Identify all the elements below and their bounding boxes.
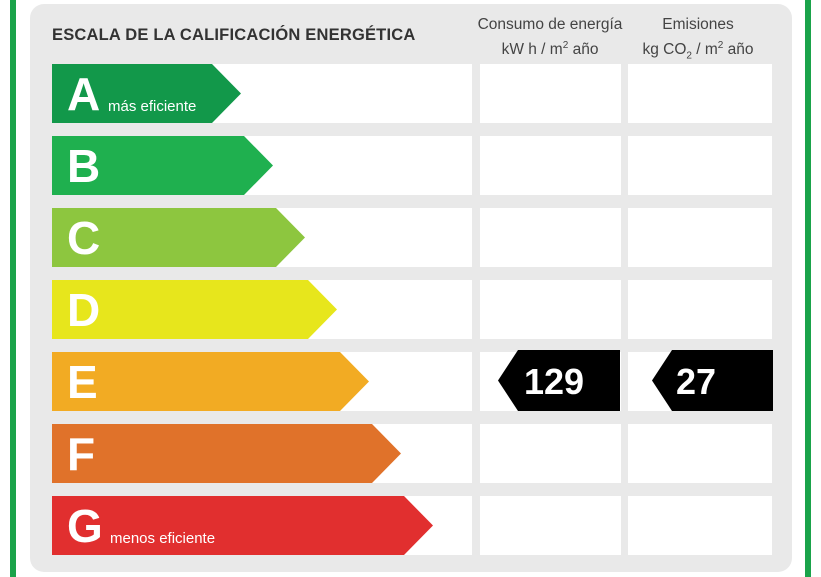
- rating-arrow-shape-e: [52, 352, 369, 411]
- rating-letter-d: D: [67, 284, 101, 336]
- consumo-cell: [480, 64, 621, 123]
- rating-note-g: menos eficiente: [110, 530, 216, 547]
- emisiones-unit-sub: 2: [686, 50, 692, 62]
- emisiones-cell: [628, 496, 772, 555]
- scale-title: ESCALA DE LA CALIFICACIÓN ENERGÉTICA: [52, 26, 416, 44]
- rating-letter-a: A: [67, 68, 101, 120]
- emisiones-value: 27: [676, 360, 717, 402]
- emisiones-header: Emisiones kg CO2 / m2 año: [628, 14, 768, 66]
- rating-letter-c: C: [67, 212, 101, 264]
- consumo-unit-text: kW h / m: [501, 41, 563, 59]
- emisiones-value-badge: 27: [652, 350, 773, 411]
- emisiones-unit-text: kg CO: [642, 41, 687, 59]
- emisiones-header-line1: Emisiones: [662, 16, 734, 33]
- emisiones-cell: [628, 280, 772, 339]
- consumo-header-line2: kW h / m2 año: [474, 35, 626, 60]
- consumo-value-badge: 129: [498, 350, 620, 411]
- consumo-cell: [480, 208, 621, 267]
- consumo-value-badge-shape: [498, 350, 620, 411]
- rating-arrow-d: D: [52, 280, 337, 339]
- rating-arrow-shape-a: [52, 64, 241, 123]
- consumo-cell: [480, 280, 621, 339]
- rating-arrow-shape-g: [52, 496, 433, 555]
- consumo-header-line1: Consumo de energía: [477, 16, 623, 33]
- rating-arrow-shape-c: [52, 208, 305, 267]
- emisiones-unit-suffix: año: [723, 41, 754, 59]
- rating-arrow-e: E: [52, 352, 369, 411]
- rating-letter-g: G: [67, 500, 103, 552]
- consumo-unit-sup: 2: [562, 40, 569, 51]
- rating-arrow-c: C: [52, 208, 305, 267]
- emisiones-cell: [628, 64, 772, 123]
- rating-arrow-f: F: [52, 424, 401, 483]
- consumo-unit-suffix: año: [568, 41, 599, 59]
- rating-arrow-b: B: [52, 136, 273, 195]
- consumo-cell: [480, 136, 621, 195]
- right-green-border: [805, 0, 811, 577]
- consumo-header: Consumo de energía kW h / m2 año: [474, 14, 626, 60]
- emisiones-cell: [628, 424, 772, 483]
- left-green-border: [10, 0, 16, 577]
- emisiones-cell: [628, 136, 772, 195]
- emisiones-cell: [628, 208, 772, 267]
- emisiones-value-badge-shape: [652, 350, 773, 411]
- consumo-value: 129: [524, 360, 585, 402]
- rating-note-a: más eficiente: [108, 98, 197, 115]
- rating-arrow-shape-f: [52, 424, 401, 483]
- rating-letter-f: F: [67, 428, 96, 480]
- rating-arrow-shape-d: [52, 280, 337, 339]
- rating-letter-b: B: [67, 140, 101, 192]
- rating-letter-e: E: [67, 356, 98, 408]
- emisiones-header-line2: kg CO2 / m2 año: [628, 35, 768, 66]
- emisiones-unit-sup: 2: [717, 40, 724, 51]
- emisiones-unit-mid: / m: [691, 41, 718, 59]
- consumo-cell: [480, 424, 621, 483]
- rating-arrow-shape-b: [52, 136, 273, 195]
- consumo-cell: [480, 496, 621, 555]
